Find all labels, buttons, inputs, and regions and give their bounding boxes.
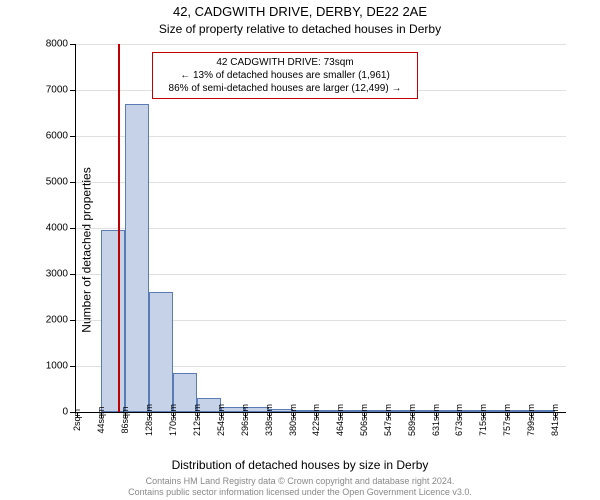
- chart-footer: Contains HM Land Registry data © Crown c…: [0, 476, 600, 498]
- y-tick-label: 5000: [46, 177, 68, 188]
- grid-line: [76, 228, 566, 229]
- property-size-chart: 42, CADGWITH DRIVE, DERBY, DE22 2AE Size…: [0, 0, 600, 500]
- plot-area: 0100020003000400050006000700080002sqm44s…: [75, 44, 566, 413]
- x-tick-label: 757sqm: [502, 404, 512, 436]
- histogram-bar: [149, 292, 173, 412]
- histogram-bar: [125, 104, 149, 412]
- x-tick-label: 296sqm: [240, 404, 250, 436]
- x-tick-label: 673sqm: [454, 404, 464, 436]
- x-tick-label: 841sqm: [550, 404, 560, 436]
- x-tick-label: 631sqm: [431, 404, 441, 436]
- grid-line: [76, 182, 566, 183]
- x-tick-label: 506sqm: [359, 404, 369, 436]
- x-tick-label: 128sqm: [144, 404, 154, 436]
- y-tick: [70, 366, 76, 367]
- x-tick-label: 338sqm: [264, 404, 274, 436]
- x-axis-label: Distribution of detached houses by size …: [0, 458, 600, 472]
- x-tick-label: 547sqm: [383, 404, 393, 436]
- y-tick: [70, 228, 76, 229]
- x-tick-label: 170sqm: [168, 404, 178, 436]
- y-tick-label: 0: [62, 407, 68, 418]
- y-tick: [70, 44, 76, 45]
- x-tick-label: 254sqm: [216, 404, 226, 436]
- x-tick-label: 799sqm: [526, 404, 536, 436]
- y-tick-label: 2000: [46, 315, 68, 326]
- reference-line: [118, 44, 120, 412]
- grid-line: [76, 44, 566, 45]
- y-tick: [70, 274, 76, 275]
- y-tick-label: 8000: [46, 39, 68, 50]
- y-tick-label: 1000: [46, 361, 68, 372]
- y-tick: [70, 136, 76, 137]
- y-tick: [70, 182, 76, 183]
- x-tick-label: 44sqm: [96, 406, 106, 433]
- chart-title: 42, CADGWITH DRIVE, DERBY, DE22 2AE: [0, 4, 600, 19]
- histogram-bar: [101, 230, 125, 412]
- y-tick-label: 7000: [46, 85, 68, 96]
- y-tick: [70, 320, 76, 321]
- y-tick-label: 4000: [46, 223, 68, 234]
- annotation-box: 42 CADGWITH DRIVE: 73sqm ← 13% of detach…: [152, 52, 418, 99]
- chart-subtitle: Size of property relative to detached ho…: [0, 22, 600, 36]
- x-tick-label: 422sqm: [311, 404, 321, 436]
- y-tick: [70, 90, 76, 91]
- grid-line: [76, 136, 566, 137]
- x-tick-label: 2sqm: [72, 409, 82, 431]
- x-tick-label: 212sqm: [192, 404, 202, 436]
- y-tick-label: 6000: [46, 131, 68, 142]
- grid-line: [76, 274, 566, 275]
- y-tick-label: 3000: [46, 269, 68, 280]
- x-tick-label: 380sqm: [288, 404, 298, 436]
- x-tick-label: 86sqm: [120, 406, 130, 433]
- x-tick-label: 464sqm: [335, 404, 345, 436]
- x-tick-label: 589sqm: [407, 404, 417, 436]
- x-tick-label: 715sqm: [478, 404, 488, 436]
